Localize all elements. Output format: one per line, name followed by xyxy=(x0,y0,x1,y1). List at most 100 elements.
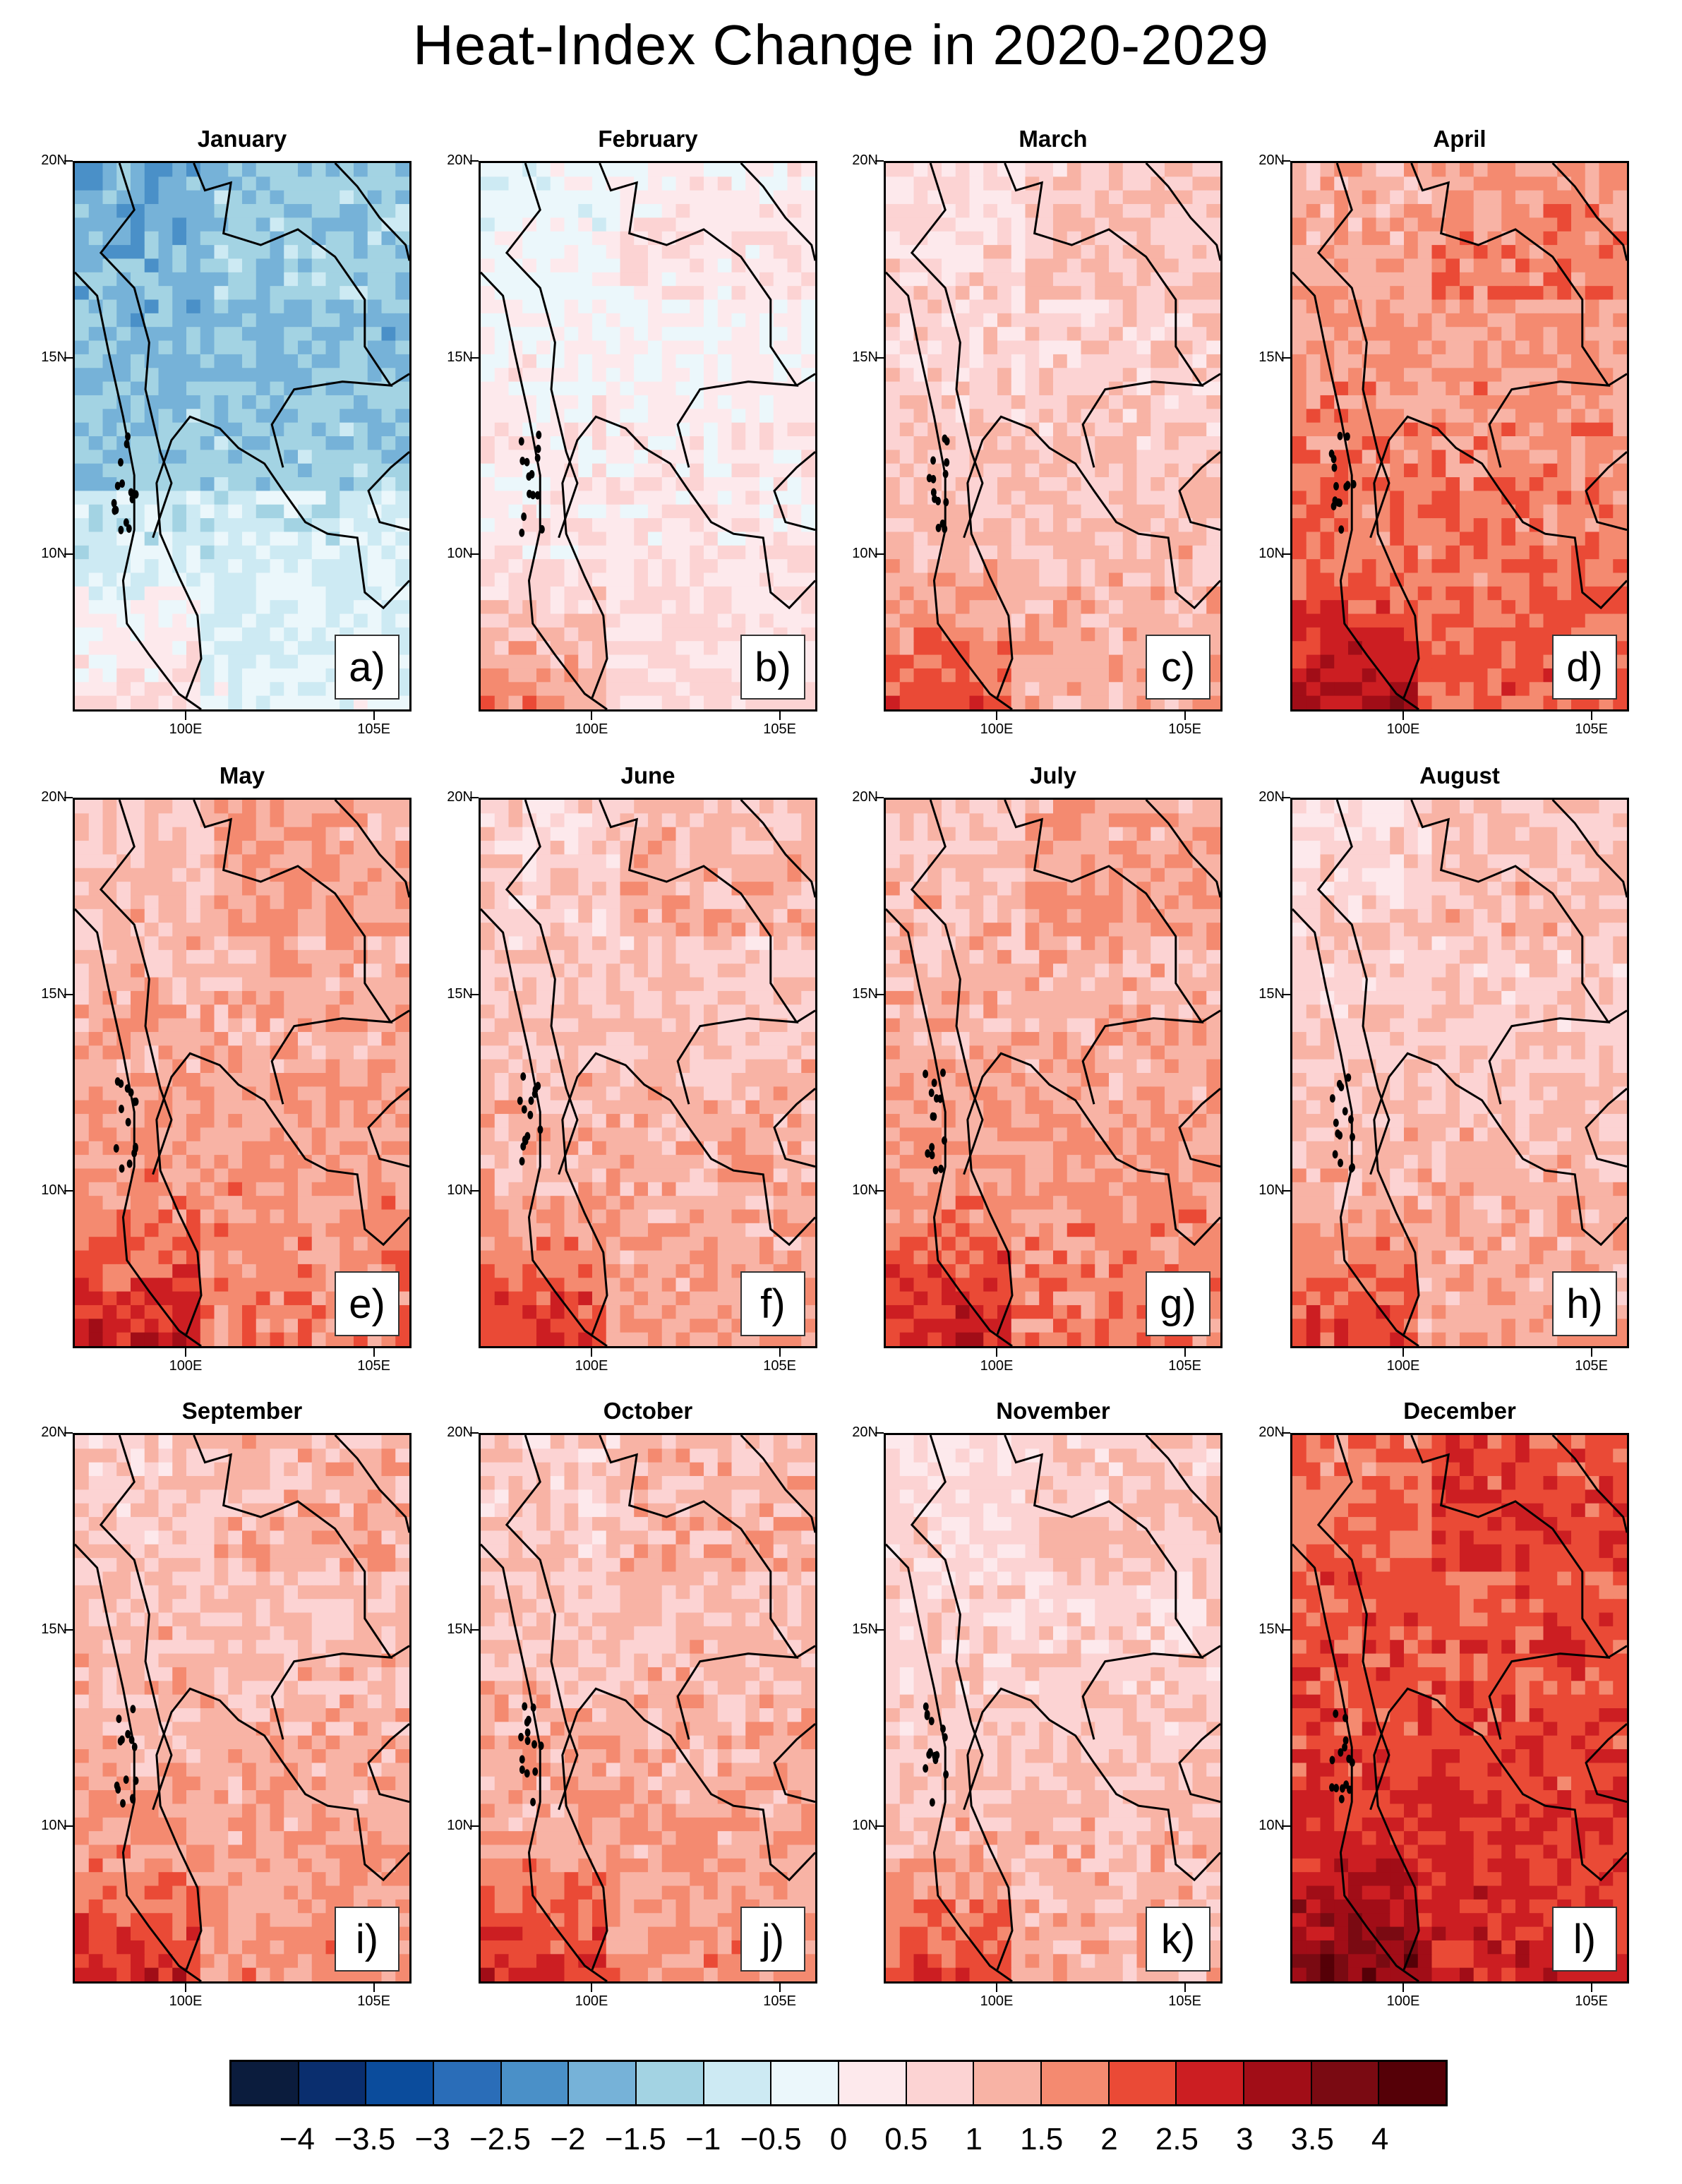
coastline xyxy=(1292,271,1419,709)
colorbar xyxy=(229,2060,1448,2106)
y-tick-mark xyxy=(64,553,73,556)
map-field: d) xyxy=(1290,161,1629,712)
coastline xyxy=(155,1687,409,1970)
panel-title: January xyxy=(197,126,287,152)
panel-label: g) xyxy=(1146,1271,1211,1336)
y-tick-label: 15N xyxy=(1259,349,1285,365)
colorbar-swatch xyxy=(637,2062,704,2104)
y-tick-mark xyxy=(470,993,479,995)
y-tick-mark xyxy=(64,1628,73,1631)
map-panel-april: April d) 20N 15N 10N 100E 105E xyxy=(1259,126,1629,737)
y-tick-mark xyxy=(1282,797,1290,798)
y-tick-mark xyxy=(1282,1825,1290,1828)
x-tick-mark xyxy=(185,1348,186,1357)
heat-map-svg xyxy=(1292,1435,1627,1981)
coastline xyxy=(1585,450,1627,532)
x-tick-label: 105E xyxy=(1168,1993,1202,2009)
coastline xyxy=(193,1435,393,1740)
y-tick-label: 10N xyxy=(447,1182,473,1199)
y-tick-mark xyxy=(875,1190,884,1192)
x-tick-mark xyxy=(373,1348,375,1357)
x-tick-label: 105E xyxy=(357,1358,391,1374)
y-tick-label: 15N xyxy=(852,985,878,1002)
colorbar-swatch xyxy=(366,2062,435,2104)
x-tick-mark xyxy=(1402,712,1404,720)
x-tick-label: 105E xyxy=(1168,1358,1202,1374)
y-tick-mark xyxy=(1282,553,1290,556)
map-panel-january: January a) 20N 15N 10N 100E 105E xyxy=(41,126,412,737)
coastline xyxy=(505,800,579,1175)
y-tick-mark xyxy=(64,993,73,995)
colorbar-level-label: 4 xyxy=(1371,2122,1389,2156)
coastline xyxy=(1201,1645,1220,1659)
coastline xyxy=(1373,415,1627,698)
coastline xyxy=(1551,163,1627,261)
x-tick-label: 100E xyxy=(980,721,1014,737)
coastline xyxy=(599,1435,799,1740)
colorbar-swatch xyxy=(299,2062,367,2104)
panel-label: h) xyxy=(1552,1271,1617,1336)
colorbar-level-label: −3 xyxy=(414,2122,450,2156)
map-field: i) xyxy=(73,1433,412,1984)
x-tick-label: 100E xyxy=(1386,721,1420,737)
x-tick-label: 105E xyxy=(1575,721,1609,737)
y-tick-label: 10N xyxy=(852,1182,878,1199)
y-tick-label: 20N xyxy=(41,152,67,168)
coastline xyxy=(599,163,799,468)
panel-title: June xyxy=(620,762,675,788)
x-tick-label: 105E xyxy=(357,1993,391,2009)
y-tick-label: 20N xyxy=(1259,152,1285,168)
colorbar-level-label: −2.5 xyxy=(469,2122,531,2156)
panel-title: May xyxy=(219,762,265,788)
coastline xyxy=(155,1052,409,1335)
colorbar-level-label: −1.5 xyxy=(604,2122,666,2156)
y-tick-mark xyxy=(875,1432,884,1434)
map-panel-june: June f) 20N 15N 10N 100E 105E xyxy=(447,762,817,1374)
x-tick-mark xyxy=(779,712,781,720)
y-tick-label: 10N xyxy=(1259,1818,1285,1834)
y-tick-label: 10N xyxy=(41,546,67,562)
y-tick-label: 20N xyxy=(852,1424,878,1440)
coastline xyxy=(966,1052,1220,1335)
x-tick-mark xyxy=(996,1348,997,1357)
coastline xyxy=(1004,163,1204,468)
coastline xyxy=(99,800,173,1175)
y-tick-label: 15N xyxy=(447,985,473,1002)
y-tick-label: 10N xyxy=(1259,546,1285,562)
coastline xyxy=(1585,1722,1627,1804)
panel-title: July xyxy=(1029,762,1077,788)
panel-title: November xyxy=(996,1398,1110,1424)
coastline xyxy=(390,373,409,387)
coastline xyxy=(1585,1087,1627,1168)
coastline xyxy=(773,1087,815,1168)
map-panel-december: December l) 20N 15N 10N 100E 105E xyxy=(1259,1398,1629,2009)
colorbar-labels: −4 −3.5 −3 −2.5 −2 −1.5 −1 −0.5 0 0.5 1 1.5 2 2.5 3 3.5… xyxy=(229,2122,1448,2157)
coastline xyxy=(1004,800,1204,1105)
map-panel-march: March c) 20N 15N 10N 100E 105E xyxy=(852,126,1223,737)
y-tick-label: 10N xyxy=(41,1182,67,1199)
x-tick-mark xyxy=(1402,1348,1404,1357)
coastline xyxy=(910,163,984,539)
y-tick-mark xyxy=(470,160,479,162)
coastline xyxy=(1292,1543,1419,1981)
x-tick-mark xyxy=(591,1984,592,1992)
colorbar-level-label: 1 xyxy=(965,2122,983,2156)
coastline xyxy=(1316,800,1390,1175)
coastline xyxy=(740,1435,815,1533)
map-field: a) xyxy=(73,161,412,712)
x-tick-label: 100E xyxy=(169,1358,203,1374)
y-tick-label: 20N xyxy=(447,1424,473,1440)
heat-map-svg xyxy=(886,1435,1220,1981)
map-panel-may: May e) 20N 15N 10N 100E 105E xyxy=(41,762,412,1374)
x-tick-label: 105E xyxy=(763,1993,797,2009)
colorbar-swatch xyxy=(1177,2062,1245,2104)
coastline xyxy=(1410,800,1611,1105)
coastline xyxy=(334,1435,409,1533)
colorbar-swatch xyxy=(569,2062,637,2104)
coastline xyxy=(886,908,1013,1346)
y-tick-mark xyxy=(64,1190,73,1192)
map-panel-february: February b) 20N 15N 10N 100E 105E xyxy=(447,126,817,737)
coastline xyxy=(334,163,409,261)
coastline xyxy=(1145,163,1220,261)
colorbar-level-label: 2 xyxy=(1100,2122,1118,2156)
